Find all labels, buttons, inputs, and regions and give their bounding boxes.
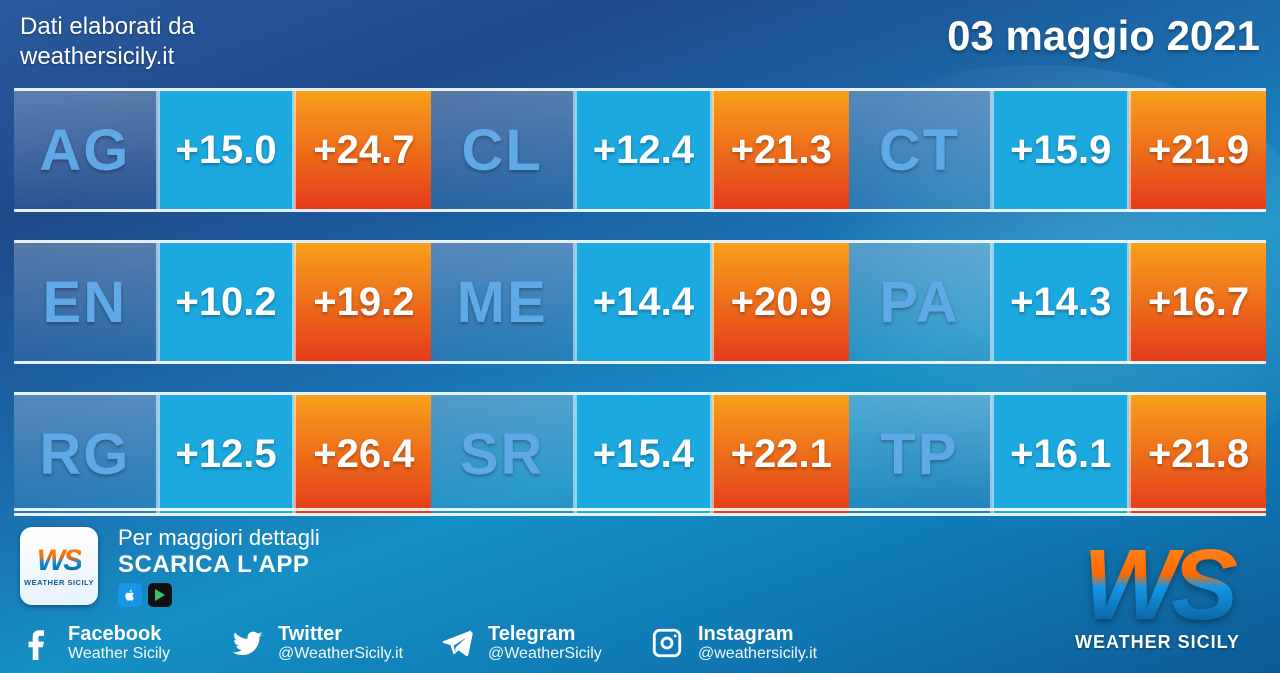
- social-handle: Weather Sicily: [68, 645, 170, 663]
- social-text: FacebookWeather Sicily: [68, 623, 170, 663]
- header-source-line2: weathersicily.it: [20, 42, 195, 72]
- instagram-icon: [650, 626, 684, 660]
- footer-cta-line1: Per maggiori dettagli: [118, 525, 320, 551]
- social-text: Telegram@WeatherSicily: [488, 623, 602, 663]
- social-telegram: Telegram@WeatherSicily: [440, 623, 630, 663]
- province-code: TP: [849, 395, 993, 513]
- social-facebook: FacebookWeather Sicily: [20, 623, 210, 663]
- temp-max: +26.4: [294, 395, 431, 513]
- twitter-icon: [230, 626, 264, 660]
- grid-row: AG+15.0+24.7CL+12.4+21.3CT+15.9+21.9: [14, 88, 1266, 212]
- app-badge-logo: WS: [37, 546, 81, 576]
- social-handle: @WeatherSicily: [488, 645, 602, 663]
- temp-max: +20.9: [712, 243, 849, 361]
- province-code: AG: [14, 91, 158, 209]
- social-handle: @WeatherSicily.it: [278, 645, 403, 663]
- temp-min: +12.5: [158, 395, 295, 513]
- temp-min: +15.0: [158, 91, 295, 209]
- temp-min: +10.2: [158, 243, 295, 361]
- province-block: TP+16.1+21.8: [849, 395, 1266, 513]
- province-code: PA: [849, 243, 993, 361]
- grid-row: RG+12.5+26.4SR+15.4+22.1TP+16.1+21.8: [14, 392, 1266, 516]
- province-code: ME: [431, 243, 575, 361]
- social-name: Facebook: [68, 623, 170, 645]
- app-badge-sub: WEATHER SICILY: [24, 578, 94, 587]
- playstore-icon: [148, 583, 172, 607]
- province-block: ME+14.4+20.9: [431, 243, 848, 361]
- temp-max: +16.7: [1129, 243, 1266, 361]
- header-date: 03 maggio 2021: [947, 12, 1260, 60]
- header: Dati elaborati da weathersicily.it 03 ma…: [20, 12, 1260, 72]
- province-block: EN+10.2+19.2: [14, 243, 431, 361]
- footer-cta-line2: SCARICA L'APP: [118, 551, 320, 579]
- footer-top: WS WEATHER SICILY Per maggiori dettagli …: [20, 525, 1260, 607]
- temp-max: +24.7: [294, 91, 431, 209]
- temp-max: +21.3: [712, 91, 849, 209]
- header-source-line1: Dati elaborati da: [20, 12, 195, 42]
- social-text: Instagram@weathersicily.it: [698, 623, 817, 663]
- temp-min: +14.3: [992, 243, 1129, 361]
- temp-min: +16.1: [992, 395, 1129, 513]
- footer-cta: Per maggiori dettagli SCARICA L'APP: [118, 525, 320, 607]
- social-name: Twitter: [278, 623, 403, 645]
- temp-min: +15.9: [992, 91, 1129, 209]
- temp-max: +19.2: [294, 243, 431, 361]
- grid-row: EN+10.2+19.2ME+14.4+20.9PA+14.3+16.7: [14, 240, 1266, 364]
- store-badges: [118, 583, 320, 607]
- temp-max: +21.9: [1129, 91, 1266, 209]
- temp-min: +12.4: [575, 91, 712, 209]
- social-twitter: Twitter@WeatherSicily.it: [230, 623, 420, 663]
- social-instagram: Instagram@weathersicily.it: [650, 623, 840, 663]
- social-text: Twitter@WeatherSicily.it: [278, 623, 403, 663]
- province-code: SR: [431, 395, 575, 513]
- social-handle: @weathersicily.it: [698, 645, 817, 663]
- province-block: SR+15.4+22.1: [431, 395, 848, 513]
- province-block: CL+12.4+21.3: [431, 91, 848, 209]
- temperature-grid: AG+15.0+24.7CL+12.4+21.3CT+15.9+21.9EN+1…: [14, 88, 1266, 516]
- province-code: CT: [849, 91, 993, 209]
- social-name: Instagram: [698, 623, 817, 645]
- temp-max: +22.1: [712, 395, 849, 513]
- province-code: RG: [14, 395, 158, 513]
- social-name: Telegram: [488, 623, 602, 645]
- temp-min: +15.4: [575, 395, 712, 513]
- facebook-icon: [20, 626, 54, 660]
- province-block: CT+15.9+21.9: [849, 91, 1266, 209]
- social-row: FacebookWeather SicilyTwitter@WeatherSic…: [20, 617, 840, 663]
- footer: WS WEATHER SICILY Per maggiori dettagli …: [14, 508, 1266, 673]
- header-source: Dati elaborati da weathersicily.it: [20, 12, 195, 72]
- province-block: PA+14.3+16.7: [849, 243, 1266, 361]
- temp-min: +14.4: [575, 243, 712, 361]
- province-code: EN: [14, 243, 158, 361]
- province-block: RG+12.5+26.4: [14, 395, 431, 513]
- telegram-icon: [440, 626, 474, 660]
- province-block: AG+15.0+24.7: [14, 91, 431, 209]
- appstore-icon: [118, 583, 142, 607]
- province-code: CL: [431, 91, 575, 209]
- temp-max: +21.8: [1129, 395, 1266, 513]
- app-badge: WS WEATHER SICILY: [20, 527, 98, 605]
